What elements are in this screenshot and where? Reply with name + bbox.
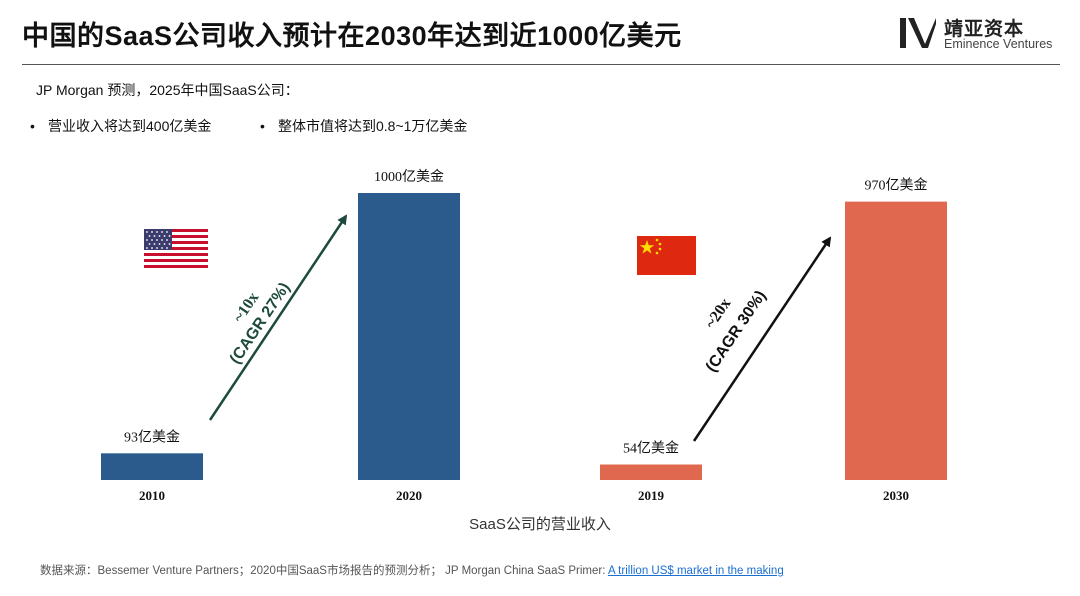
cn-bar-2030 (845, 202, 947, 480)
bullet-market-cap-text: 整体市值将达到0.8~1万亿美金 (278, 118, 467, 134)
company-logo: 靖亚资本 Eminence Ventures (898, 14, 1068, 54)
us-tick-label-2020: 2020 (396, 488, 422, 503)
bullet-revenue-text: 营业收入将达到400亿美金 (48, 118, 211, 134)
title-divider (22, 64, 1060, 65)
cn-bar-2019 (600, 465, 702, 480)
cn-tick-label-2030: 2030 (883, 488, 909, 503)
bullet-dot: • (260, 118, 278, 134)
china-flag-icon (637, 236, 696, 275)
us-growth-arrow (210, 216, 346, 420)
bullet-dot: • (30, 118, 48, 134)
logo-text-en: Eminence Ventures (944, 37, 1052, 51)
revenue-bar-chart: 93亿美金20101000亿美金202054亿美金2019970亿美金2030 … (0, 150, 1080, 510)
cn-cagr: (CAGR 30%) (703, 288, 770, 376)
bullet-market-cap: • 整体市值将达到0.8~1万亿美金 (260, 116, 467, 136)
source-link[interactable]: A trillion US$ market in the making (608, 565, 784, 577)
cn-data-label-2030: 970亿美金 (865, 178, 928, 194)
us-tick-label-2010: 2010 (139, 488, 165, 503)
cn-tick-label-2019: 2019 (638, 488, 665, 503)
bullet-revenue: • 营业收入将达到400亿美金 (30, 116, 211, 136)
source-text: 数据来源：Bessemer Venture Partners；2020中国Saa… (40, 565, 608, 577)
logo-mark-icon (898, 16, 938, 50)
us-bar-2010 (101, 453, 203, 480)
source-footnote: 数据来源：Bessemer Venture Partners；2020中国Saa… (40, 562, 784, 578)
us-cagr: (CAGR 27%) (227, 280, 294, 368)
cn-growth-arrow (694, 238, 830, 441)
us-data-label-2010: 93亿美金 (124, 429, 180, 445)
x-axis-title: SaaS公司的营业收入 (0, 513, 1080, 534)
us-bar-2020 (358, 193, 460, 480)
slide-title: 中国的SaaS公司收入预计在2030年达到近1000亿美元 (22, 14, 682, 53)
cn-data-label-2019: 54亿美金 (623, 441, 679, 457)
us-flag-icon (144, 229, 208, 268)
us-data-label-2020: 1000亿美金 (374, 169, 444, 185)
intro-text: JP Morgan 预测，2025年中国SaaS公司： (36, 80, 299, 100)
